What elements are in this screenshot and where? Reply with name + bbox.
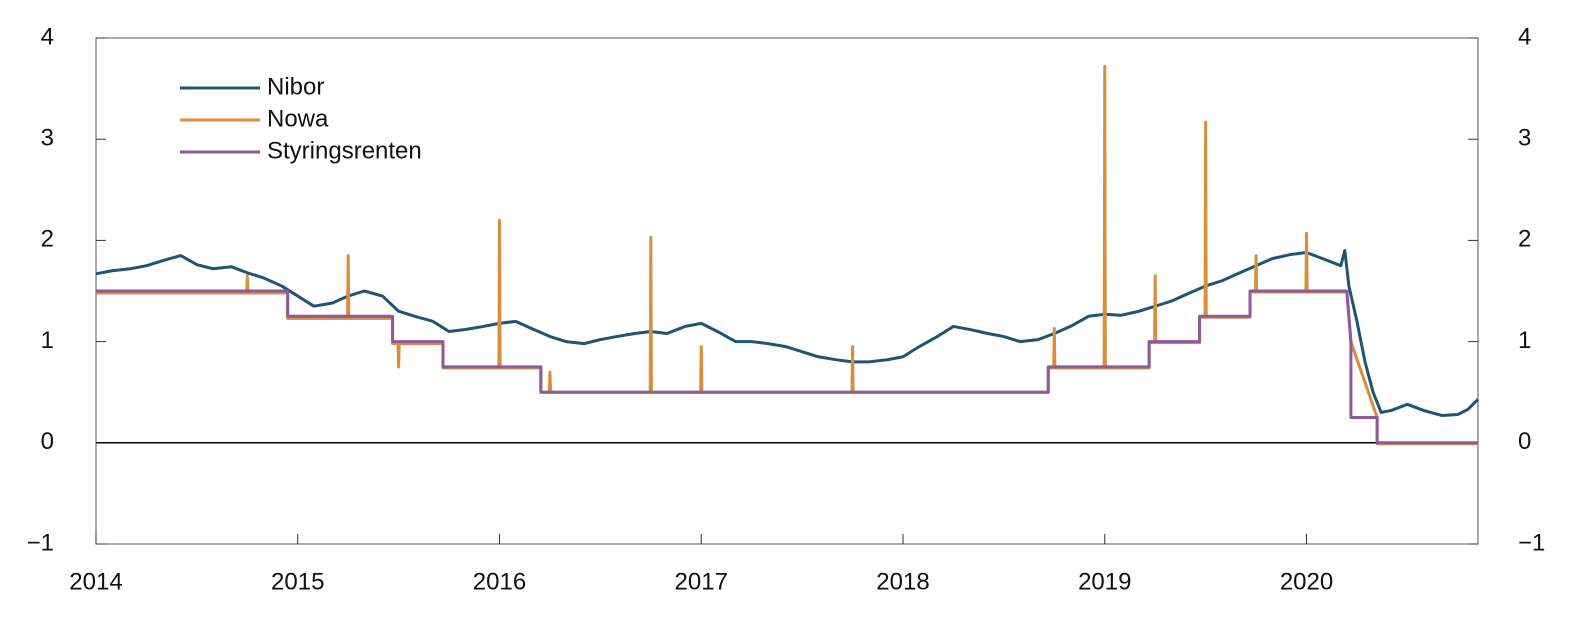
y-tick-label: 0 (41, 428, 54, 455)
y2-tick-label: 3 (1518, 125, 1531, 152)
y2-tick-label: −1 (1518, 529, 1545, 556)
x-tick-label: 2017 (675, 568, 728, 595)
y-tick-label: 3 (41, 125, 54, 152)
y-tick-label: −1 (27, 529, 54, 556)
x-tick-label: 2016 (473, 568, 526, 595)
legend-label: Nibor (267, 73, 324, 100)
y2-tick-label: 0 (1518, 428, 1531, 455)
y-tick-label: 1 (41, 327, 54, 354)
x-tick-label: 2014 (69, 568, 122, 595)
x-tick-label: 2015 (271, 568, 324, 595)
y2-tick-label: 4 (1518, 23, 1531, 50)
legend-label: Nowa (267, 105, 329, 132)
legend-label: Styringsrenten (267, 137, 422, 164)
x-tick-label: 2020 (1280, 568, 1333, 595)
x-tick-label: 2019 (1078, 568, 1131, 595)
y2-tick-label: 2 (1518, 226, 1531, 253)
line-series (96, 289, 1478, 445)
y-tick-label: 2 (41, 226, 54, 253)
x-tick-label: 2018 (876, 568, 929, 595)
y-tick-label: 4 (41, 23, 54, 50)
y2-tick-label: 1 (1518, 327, 1531, 354)
line-series (95, 249, 1480, 417)
